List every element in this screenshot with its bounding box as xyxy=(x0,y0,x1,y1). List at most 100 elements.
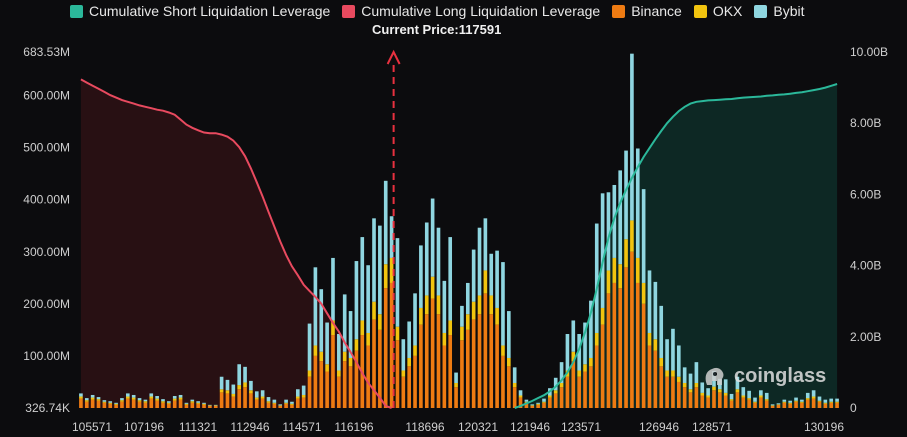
bar-okx xyxy=(419,307,423,325)
bar-bybit xyxy=(366,265,370,333)
bar-bybit xyxy=(723,379,728,393)
bar-okx xyxy=(325,364,329,372)
bar-bybit xyxy=(530,404,535,406)
bar-binance xyxy=(694,387,699,408)
bar-okx xyxy=(460,326,464,341)
bar-bybit xyxy=(102,400,107,402)
bar-binance xyxy=(114,404,118,408)
bar-okx xyxy=(823,402,828,404)
bar-okx xyxy=(79,396,83,399)
right-tick-label: 10.00B xyxy=(850,45,888,59)
bar-okx xyxy=(266,401,271,403)
bar-okx xyxy=(278,405,283,406)
bar-okx xyxy=(161,401,165,403)
right-tick-label: 8.00B xyxy=(850,116,881,130)
bar-binance xyxy=(530,405,535,408)
bar-okx xyxy=(424,295,429,315)
bar-okx xyxy=(120,400,124,402)
bar-okx xyxy=(542,401,546,403)
bar-binance xyxy=(378,329,382,408)
bar-bybit xyxy=(454,372,458,383)
bar-bybit xyxy=(600,193,605,308)
bar-bybit xyxy=(325,322,329,365)
bar-binance xyxy=(536,404,540,408)
bar-okx xyxy=(96,399,101,401)
bar-okx xyxy=(800,401,804,403)
legend-item-okx[interactable]: OKX xyxy=(693,3,742,19)
bar-okx xyxy=(378,314,382,330)
bar-bybit xyxy=(161,399,165,402)
bar-bybit xyxy=(729,393,734,400)
bar-bybit xyxy=(219,376,224,390)
bar-bybit xyxy=(770,404,775,406)
watermark-text: coinglass xyxy=(734,364,827,387)
bar-okx xyxy=(682,382,687,388)
bar-okx xyxy=(794,400,798,402)
left-tick-label: 326.74K xyxy=(25,401,70,415)
bar-binance xyxy=(489,314,494,408)
bar-bybit xyxy=(254,391,259,398)
bar-bybit xyxy=(126,393,130,397)
bar-okx xyxy=(630,220,634,252)
bar-binance xyxy=(823,403,828,408)
bar-okx xyxy=(366,332,370,346)
bar-okx xyxy=(254,397,259,400)
bar-okx xyxy=(776,404,781,405)
bar-okx xyxy=(436,295,441,315)
bar-bybit xyxy=(653,281,658,340)
bar-okx xyxy=(495,307,499,325)
bar-binance xyxy=(413,355,417,408)
bar-bybit xyxy=(395,238,400,327)
bar-okx xyxy=(465,314,470,330)
bar-binance xyxy=(90,399,95,408)
bar-bybit xyxy=(805,392,810,399)
bar-okx xyxy=(196,402,200,404)
bar-okx xyxy=(624,239,628,268)
bar-okx xyxy=(337,370,341,377)
bar-binance xyxy=(835,402,839,408)
legend-item-long[interactable]: Cumulative Long Liquidation Leverage xyxy=(342,3,600,19)
bar-okx xyxy=(202,403,206,405)
bar-bybit xyxy=(671,328,675,371)
bar-bybit xyxy=(536,402,540,404)
bar-okx xyxy=(835,401,839,403)
bar-okx xyxy=(659,357,664,367)
bar-okx xyxy=(137,400,142,402)
bar-bybit xyxy=(753,397,757,402)
bar-binance xyxy=(202,404,206,408)
bar-okx xyxy=(172,398,177,401)
right-tick-label: 4.00B xyxy=(850,259,881,273)
bar-binance xyxy=(331,335,335,408)
bar-okx xyxy=(395,326,400,341)
legend-item-binance[interactable]: Binance xyxy=(612,3,682,19)
left-tick-label: 683.53M xyxy=(23,45,70,59)
bar-binance xyxy=(682,387,687,408)
bar-bybit xyxy=(96,397,101,400)
bar-okx xyxy=(530,405,535,406)
bar-okx xyxy=(249,390,253,394)
bar-bybit xyxy=(331,257,335,321)
bar-bybit xyxy=(389,216,394,258)
bar-okx xyxy=(571,351,576,362)
bar-binance xyxy=(79,398,83,408)
bar-okx xyxy=(401,370,406,377)
bar-bybit xyxy=(759,390,763,396)
bar-okx xyxy=(184,403,189,405)
bar-bybit xyxy=(489,253,494,296)
left-tick-label: 100.00M xyxy=(23,349,70,363)
bar-binance xyxy=(788,403,792,408)
bar-bybit xyxy=(407,321,411,358)
bar-bybit xyxy=(688,373,693,390)
bar-okx xyxy=(782,401,787,403)
bar-bybit xyxy=(313,267,318,346)
bar-bybit xyxy=(694,362,699,383)
bar-okx xyxy=(559,382,564,388)
bar-bybit xyxy=(764,392,769,400)
bar-bybit xyxy=(266,397,271,402)
bar-okx xyxy=(729,399,734,401)
legend-item-bybit[interactable]: Bybit xyxy=(754,3,805,19)
bar-okx xyxy=(653,339,658,351)
legend-item-short[interactable]: Cumulative Short Liquidation Leverage xyxy=(70,3,330,19)
bar-binance xyxy=(712,390,716,408)
bar-bybit xyxy=(477,227,482,296)
